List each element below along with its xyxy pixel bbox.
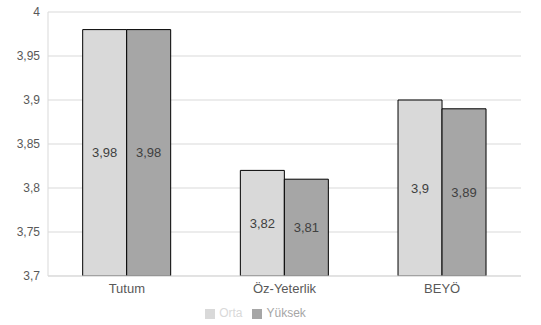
svg-text:3,89: 3,89 <box>451 185 476 200</box>
svg-text:Tutum: Tutum <box>109 281 145 296</box>
html-text:Yüksek: Yüksek <box>266 306 306 320</box>
svg-text:3,75: 3,75 <box>17 225 41 239</box>
svg-text:3,8: 3,8 <box>23 181 40 195</box>
svg-text:3,98: 3,98 <box>136 145 161 160</box>
svg-text:3,9: 3,9 <box>411 181 429 196</box>
svg-text:3,9: 3,9 <box>23 93 40 107</box>
svg-text:3,82: 3,82 <box>250 216 275 231</box>
svg-text:3,81: 3,81 <box>294 220 319 235</box>
svg-text:Öz-Yeterlik: Öz-Yeterlik <box>253 281 317 296</box>
svg-text:3,85: 3,85 <box>17 137 41 151</box>
svg-text:4: 4 <box>33 5 40 19</box>
svg-text:3,98: 3,98 <box>92 145 117 160</box>
svg-text:BEYÖ: BEYÖ <box>424 281 460 296</box>
svg-text:3,7: 3,7 <box>23 269 40 283</box>
svg-text:3,95: 3,95 <box>17 49 41 63</box>
html-text:Orta: Orta <box>219 306 243 320</box>
